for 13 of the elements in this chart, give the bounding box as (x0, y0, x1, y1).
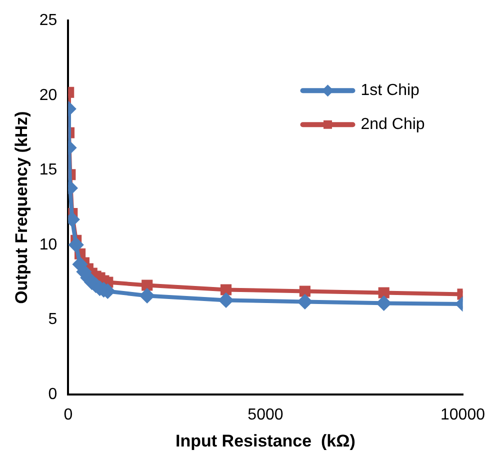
x-tick-label: 5000 (248, 406, 284, 424)
x-tick-label: 10000 (440, 406, 486, 424)
y-tick-label: 20 (39, 86, 58, 104)
y-tick-label: 10 (39, 236, 58, 254)
legend-label: 2nd Chip (360, 116, 425, 134)
x-axis-title: Input Resistance (kΩ) (176, 431, 356, 450)
y-tick-label: 15 (39, 162, 58, 179)
x-tick-label: 0 (64, 406, 73, 424)
y-axis-title: Output Frequency (kHz) (12, 111, 31, 304)
y-tick-label: 0 (48, 386, 58, 403)
legend-label: 1st Chip (360, 82, 420, 100)
y-tick-label: 5 (48, 311, 58, 328)
y-tick-label: 25 (39, 12, 58, 30)
